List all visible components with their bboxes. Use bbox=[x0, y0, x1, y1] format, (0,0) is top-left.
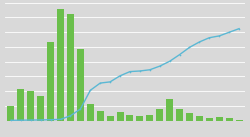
Bar bbox=[116, 112, 123, 121]
Bar bbox=[67, 14, 74, 121]
Bar bbox=[156, 109, 163, 121]
Bar bbox=[126, 115, 134, 121]
Bar bbox=[236, 120, 242, 121]
Bar bbox=[47, 42, 54, 121]
Bar bbox=[77, 49, 84, 121]
Bar bbox=[37, 96, 44, 121]
Bar bbox=[87, 104, 94, 121]
Bar bbox=[57, 9, 64, 121]
Bar bbox=[107, 116, 114, 121]
Bar bbox=[166, 99, 173, 121]
Bar bbox=[136, 116, 143, 121]
Bar bbox=[18, 89, 24, 121]
Bar bbox=[206, 118, 213, 121]
Bar bbox=[186, 113, 193, 121]
Bar bbox=[146, 115, 153, 121]
Bar bbox=[176, 109, 183, 121]
Bar bbox=[8, 106, 14, 121]
Bar bbox=[216, 117, 223, 121]
Bar bbox=[97, 111, 104, 121]
Bar bbox=[27, 91, 34, 121]
Bar bbox=[226, 118, 232, 121]
Bar bbox=[196, 116, 203, 121]
